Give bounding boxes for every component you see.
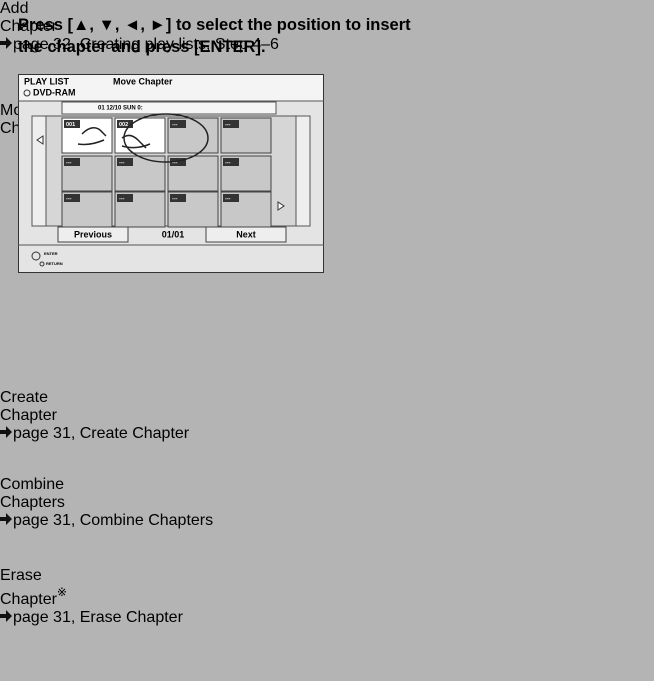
arrow-icon [0,610,12,622]
row-content: page 31, Erase Chapter [0,609,654,627]
table-row: MoveChapterPress [▲, ▼, ◄, ►] to select … [0,16,654,389]
thumb-label: 002 [119,122,128,128]
thumb-tag [117,120,133,128]
note-mark: ※ [56,585,67,599]
row-label: Combine Chapters [0,476,654,512]
return-label: RETURN [46,261,63,266]
nav-icon [31,251,41,261]
thumb-tag [117,158,133,166]
table-row: Create Chapter page 31, Create Chapter [0,389,654,476]
btn-next [205,226,287,243]
label-line: Combine [0,476,65,493]
row-content: page 32, Creating play lists, Step 4–6 [0,36,654,54]
thumb-tag [64,158,80,166]
arrow-icon [0,426,12,438]
thumb-label: --- [66,196,72,202]
label-line: Chapters [0,494,65,511]
row-label: Add Chapter [0,0,654,36]
thumb-tag [64,194,80,202]
label-line: Erase [0,567,42,584]
return-icon [39,261,45,267]
page-indicator: 01/01 [162,229,185,239]
page-reference: page 31, Erase Chapter [0,609,654,627]
thumb-label: 001 [66,122,75,128]
thumb-label: --- [119,160,125,166]
reference-text: page 32, Creating play lists, Step 4–6 [13,36,279,53]
screen-mode: Move Chapter [113,76,173,86]
instruction: Press [▲, ▼, ◄, ►] to select the positio… [18,16,411,56]
screen-date: 01 12/10 SUN 0: [98,106,143,112]
table-row: Erase Chapter※ page 31, Erase Chapter [0,567,654,665]
thumb-label: --- [225,122,231,128]
arrow-icon [0,513,12,525]
thumb-label: --- [172,122,178,128]
thumb-tag [170,194,186,202]
btn-previous-text: Previous [74,229,112,239]
label-line: Add [0,0,29,17]
row-content: page 31, Combine Chapters [0,512,654,530]
page-reference: page 31, Create Chapter [0,425,654,443]
label-line: Create [0,389,49,406]
row-label: Create Chapter [0,389,654,425]
highlight-circle [123,113,209,163]
label-line: Chapter [0,591,57,608]
thumb-tag [223,120,239,128]
screen-header [19,75,323,101]
thumb-tag [117,194,133,202]
thumb-tag [223,194,239,202]
side-right [295,115,311,227]
page-reference: page 32, Creating play lists, Step 4–6 [0,36,654,54]
table-row: Add Chapter page 32, Creating play lists, … [0,0,654,102]
right-arrow [277,201,285,211]
thumb-tag [64,120,80,128]
thumb-tag [223,158,239,166]
arrow-icon [0,37,12,49]
label-line: Chapter [0,407,57,424]
side-left [31,115,47,227]
disc-icon [23,89,31,97]
thumb-tag [170,120,186,128]
screen-title: PLAY LIST [24,76,70,86]
screen-disc: DVD-RAM [33,87,76,97]
enter-label: ENTER [44,251,58,256]
row-label: Erase Chapter※ [0,567,654,609]
date-bar [61,101,277,115]
thumb-label: --- [66,160,72,166]
thumb-label: --- [225,160,231,166]
arrow-shape [0,513,12,525]
arrow-shape [0,426,12,438]
thumb-tag [170,158,186,166]
arrow-shape [0,37,12,49]
label-line: Chapter [0,18,57,35]
reference-text: page 31, Combine Chapters [13,512,214,529]
thumb-label: --- [119,196,125,202]
row-content: page 31, Create Chapter [0,425,654,443]
screen-mockup: PLAY LIST Move Chapter DVD-RAM 01 12/10 SUN… [18,74,324,273]
thumb-drawing [77,127,151,149]
btn-previous [57,226,129,243]
btn-next-text: Next [236,229,256,239]
left-arrow [36,135,44,145]
reference-text: page 31, Create Chapter [13,425,190,442]
thumb-label: --- [225,196,231,202]
page-reference: page 31, Combine Chapters [0,512,654,530]
arrow-shape [0,610,12,622]
table-row: Combine Chapters page 31, Combine Chapters [0,476,654,567]
reference-text: page 31, Erase Chapter [13,609,183,626]
thumb-label: --- [172,196,178,202]
thumb-label: --- [172,160,178,166]
